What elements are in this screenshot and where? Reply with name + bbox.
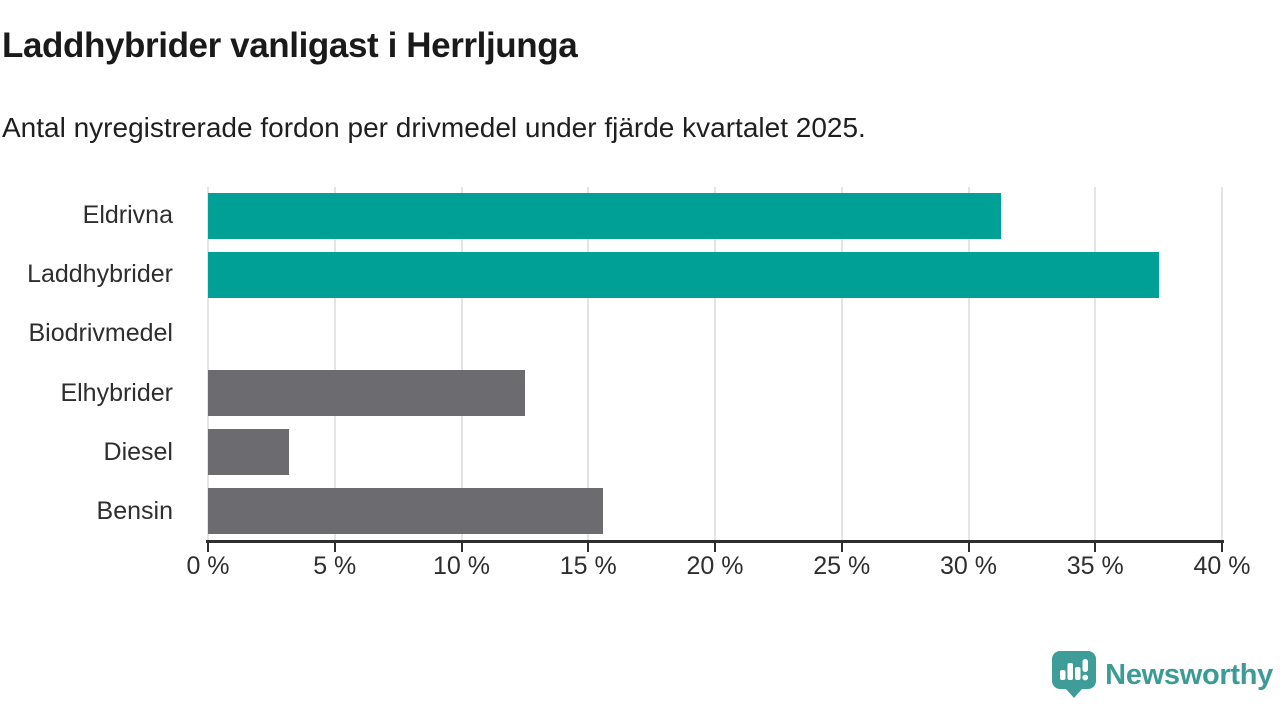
gridline xyxy=(333,187,336,540)
newsworthy-icon xyxy=(1052,651,1097,698)
x-axis-tick xyxy=(967,543,970,552)
bar-laddhybrider xyxy=(208,251,1159,298)
bar-elhybrider xyxy=(208,370,525,417)
x-tick-label: 10 % xyxy=(433,552,490,580)
gridline xyxy=(967,187,970,540)
x-tick-label: 5 % xyxy=(313,552,357,580)
gridline xyxy=(587,187,590,540)
bar-diesel xyxy=(208,429,290,476)
category-label-biodrivmedel: Biodrivmedel xyxy=(28,319,173,348)
x-tick-label: 30 % xyxy=(940,552,997,580)
newsworthy-wordmark: Newsworthy xyxy=(1105,658,1273,691)
category-label-laddhybrider: Laddhybrider xyxy=(27,260,173,289)
category-label-bensin: Bensin xyxy=(96,496,173,525)
x-axis-tick xyxy=(840,543,843,552)
x-axis-tick xyxy=(333,543,336,552)
x-axis-tick xyxy=(1221,543,1223,552)
gridline xyxy=(840,187,843,540)
gridline xyxy=(460,187,463,540)
x-axis-line xyxy=(206,540,1224,543)
gridline xyxy=(1094,187,1097,540)
x-axis-tick xyxy=(1094,543,1097,552)
x-tick-label: 40 % xyxy=(1193,552,1251,580)
newsworthy-logo[interactable]: Newsworthy xyxy=(1052,651,1273,699)
chart-subtitle: Antal nyregistrerade fordon per drivmede… xyxy=(2,112,866,143)
x-tick-label: 20 % xyxy=(686,552,744,580)
x-axis-tick xyxy=(714,543,716,552)
bar-bensin xyxy=(208,488,604,535)
category-axis: Eldrivna Laddhybrider Biodrivmedel Elhybrid… xyxy=(0,186,190,541)
x-axis-tick xyxy=(207,543,209,552)
gridline xyxy=(207,187,209,540)
bar-chart: Eldrivna Laddhybrider Biodrivmedel Elhybrid… xyxy=(0,186,1280,606)
category-label-diesel: Diesel xyxy=(103,437,173,466)
x-axis-tick xyxy=(587,543,590,552)
chart-title: Laddhybrider vanligast i Herrljunga xyxy=(2,26,578,65)
x-tick-label: 35 % xyxy=(1066,552,1124,580)
plot-area: 0 % 5 % 10 % 15 % 20 % 25 % 30 % 35 % 40 % xyxy=(186,186,1250,580)
x-tick-label: 25 % xyxy=(813,552,871,580)
category-label-elhybrider: Elhybrider xyxy=(60,378,173,407)
gridline xyxy=(714,187,716,540)
x-tick-label: 0 % xyxy=(186,552,230,580)
category-label-eldrivna: Eldrivna xyxy=(82,201,173,229)
bar-eldrivna xyxy=(208,192,1002,239)
x-tick-label: 15 % xyxy=(559,552,617,580)
gridline xyxy=(1221,187,1223,540)
x-axis-tick xyxy=(460,543,463,552)
